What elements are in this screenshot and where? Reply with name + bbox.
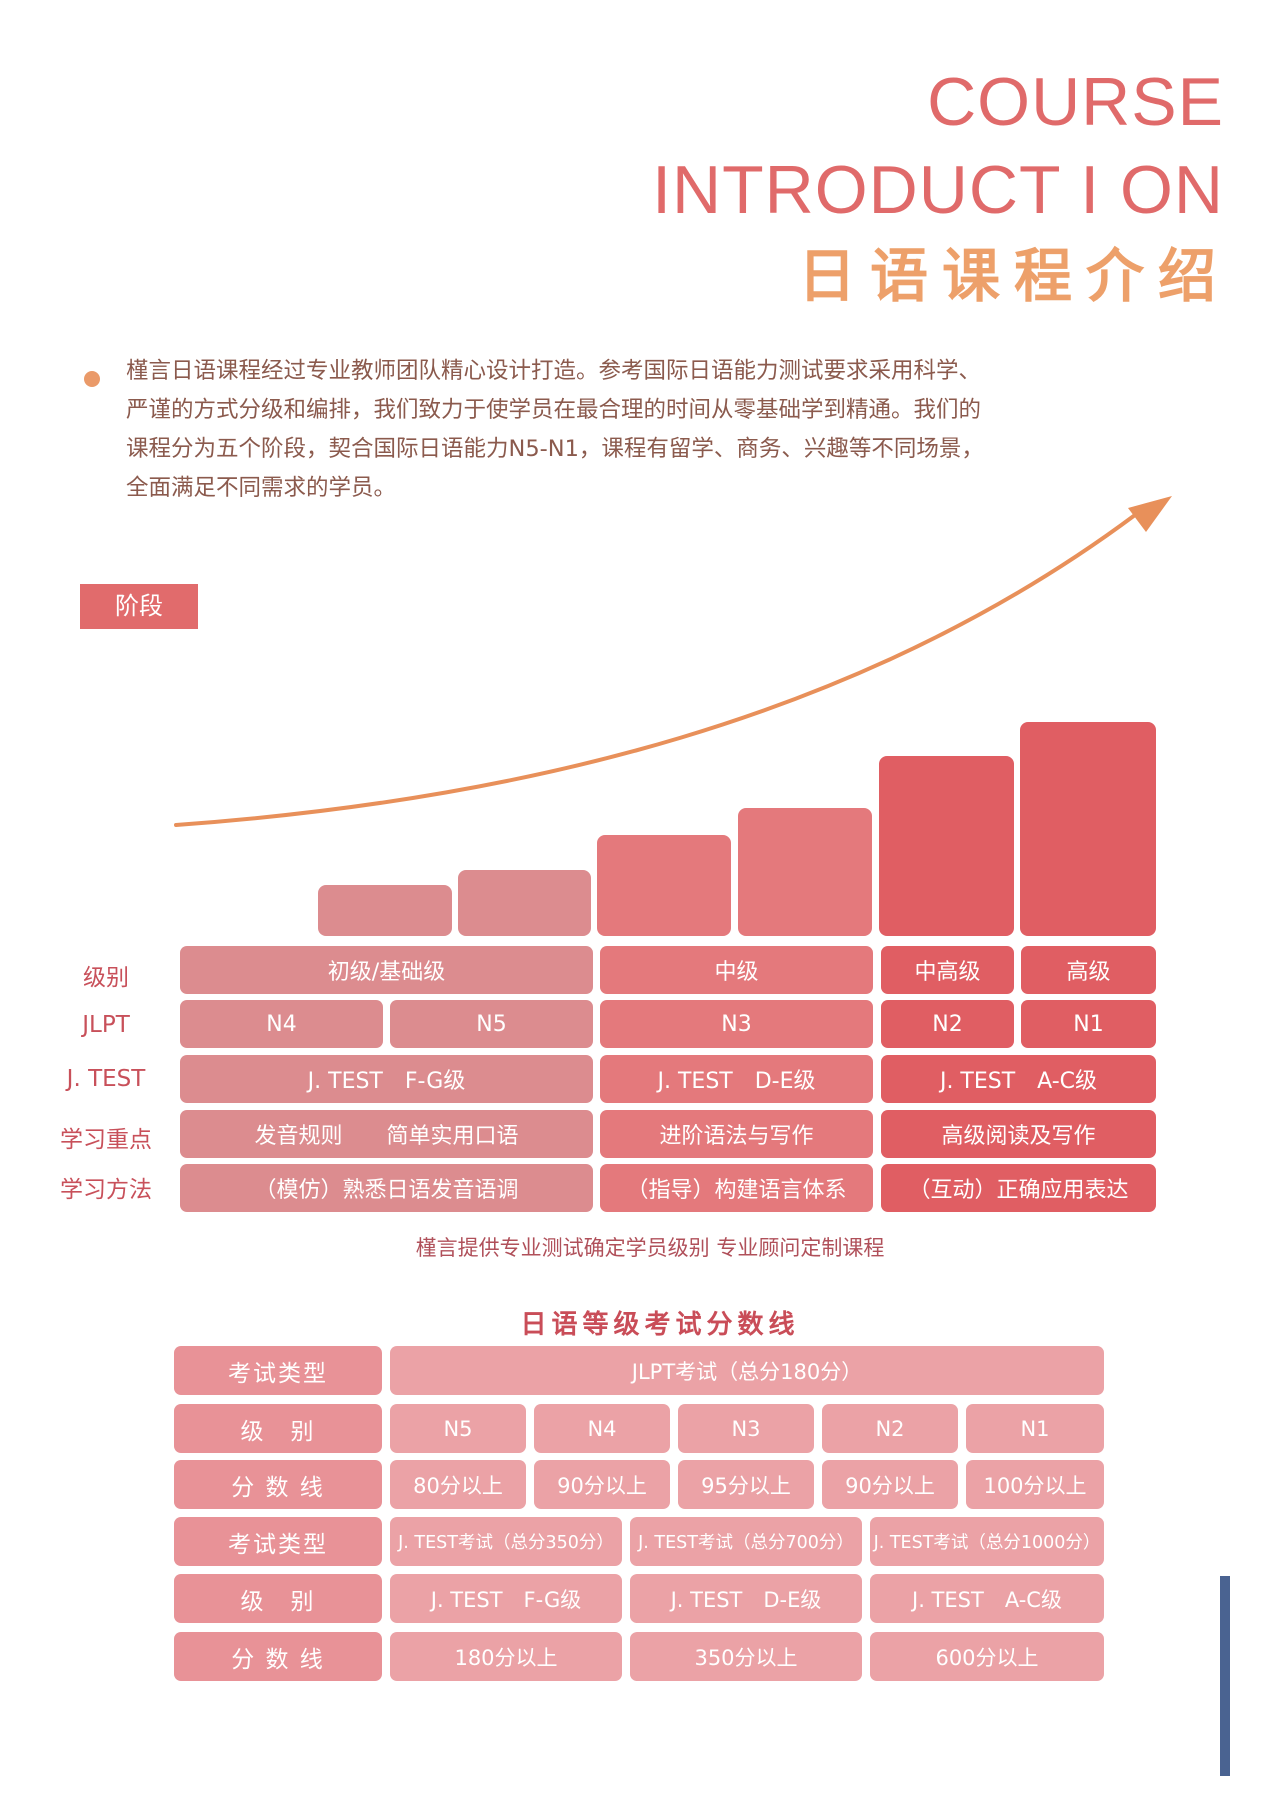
row-label-method: 学习方法 — [60, 1177, 152, 1203]
jtest-level-de: J. TEST D-E级 — [630, 1574, 862, 1623]
title-course: COURSE — [927, 64, 1224, 140]
row-label-focus: 学习重点 — [60, 1127, 152, 1153]
row-label-jtest: J. TEST — [66, 1066, 146, 1092]
jtest-score-de: 350分以上 — [630, 1632, 862, 1681]
jlpt-cell-n4: N4 — [180, 1000, 383, 1048]
level-cell-beginner: 初级/基础级 — [180, 946, 593, 994]
jlpt-score-n5: 80分以上 — [390, 1460, 526, 1509]
jlpt-cell-n3: N3 — [600, 1000, 873, 1048]
consult-note: 槿言提供专业测试确定学员级别 专业顾问定制课程 — [415, 1236, 885, 1260]
level-cell-upper-intermediate: 中高级 — [881, 946, 1014, 994]
jlpt-score-n2: 90分以上 — [822, 1460, 958, 1509]
jtest-type-350: J. TEST考试（总分350分） — [390, 1517, 622, 1566]
jtest-score-label: 分 数 线 — [174, 1632, 382, 1681]
jlpt-cell-n5: N5 — [390, 1000, 593, 1048]
focus-cell-intermediate: 进阶语法与写作 — [600, 1110, 873, 1158]
jtest-cell-ac: J. TEST A-C级 — [881, 1055, 1156, 1103]
jlpt-level-n4: N4 — [534, 1404, 670, 1453]
jlpt-score-n4: 90分以上 — [534, 1460, 670, 1509]
jlpt-type-value: JLPT考试（总分180分） — [390, 1346, 1104, 1395]
bullet-dot-icon — [84, 371, 100, 387]
level-cell-intermediate: 中级 — [600, 946, 873, 994]
stage-bar-5 — [879, 756, 1014, 936]
jlpt-type-label: 考试类型 — [174, 1346, 382, 1395]
jtest-cell-de: J. TEST D-E级 — [600, 1055, 873, 1103]
jlpt-score-n3: 95分以上 — [678, 1460, 814, 1509]
jlpt-level-n2: N2 — [822, 1404, 958, 1453]
focus-cell-advanced: 高级阅读及写作 — [881, 1110, 1156, 1158]
jlpt-score-label: 分 数 线 — [174, 1460, 382, 1509]
jlpt-score-n1: 100分以上 — [966, 1460, 1104, 1509]
title-chinese: 日语课程介绍 — [797, 242, 1230, 310]
focus-cell-beginner: 发音规则 简单实用口语 — [180, 1110, 593, 1158]
jlpt-level-n1: N1 — [966, 1404, 1104, 1453]
jlpt-level-label: 级 别 — [174, 1404, 382, 1453]
method-cell-intermediate: （指导）构建语言体系 — [600, 1164, 873, 1212]
row-label-level: 级别 — [83, 965, 129, 991]
jtest-score-fg: 180分以上 — [390, 1632, 622, 1681]
stage-bar-3 — [597, 835, 731, 936]
decorative-bar — [1220, 1576, 1230, 1776]
level-cell-advanced: 高级 — [1021, 946, 1156, 994]
jtest-type-label: 考试类型 — [174, 1517, 382, 1566]
jtest-level-ac: J. TEST A-C级 — [870, 1574, 1104, 1623]
stage-bar-4 — [738, 808, 872, 936]
row-label-jlpt: JLPT — [82, 1012, 130, 1038]
jtest-type-700: J. TEST考试（总分700分） — [630, 1517, 862, 1566]
jtest-type-1000: J. TEST考试（总分1000分） — [870, 1517, 1104, 1566]
jtest-level-fg: J. TEST F-G级 — [390, 1574, 622, 1623]
jtest-level-label: 级 别 — [174, 1574, 382, 1623]
jlpt-level-n5: N5 — [390, 1404, 526, 1453]
method-cell-advanced: （互动）正确应用表达 — [881, 1164, 1156, 1212]
jtest-score-ac: 600分以上 — [870, 1632, 1104, 1681]
stage-bar-6 — [1020, 722, 1156, 936]
intro-paragraph: 槿言日语课程经过专业教师团队精心设计打造。参考国际日语能力测试要求采用科学、严谨… — [126, 358, 984, 501]
stage-bar-2 — [458, 870, 591, 936]
score-table-title: 日语等级考试分数线 — [520, 1310, 800, 1340]
jtest-cell-fg: J. TEST F-G级 — [180, 1055, 593, 1103]
stage-tag: 阶段 — [80, 584, 198, 629]
title-introduction: INTRODUCT I ON — [652, 152, 1224, 228]
method-cell-beginner: （模仿）熟悉日语发音语调 — [180, 1164, 593, 1212]
jlpt-cell-n1: N1 — [1021, 1000, 1156, 1048]
jlpt-cell-n2: N2 — [881, 1000, 1014, 1048]
stage-bar-1 — [318, 885, 452, 936]
jlpt-level-n3: N3 — [678, 1404, 814, 1453]
